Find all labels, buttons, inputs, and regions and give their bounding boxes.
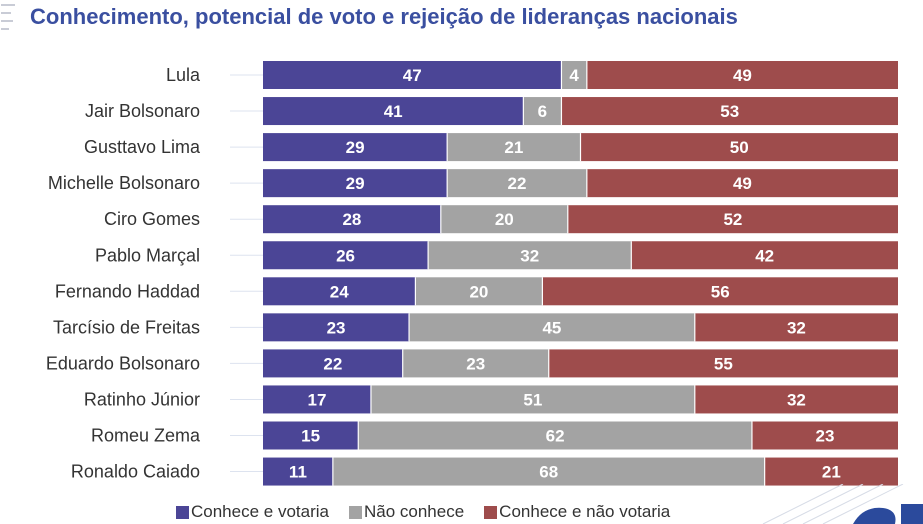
stacked-bar-chart: Lula 47 4 49 Jair Bolsonaro 41 6 53 Gusttavo Lim… — [46, 61, 898, 486]
data-label: 42 — [755, 246, 774, 265]
legend-swatch — [176, 505, 189, 519]
legend-item-conhece-votaria: Conhece e votaria — [176, 502, 329, 522]
category-label: Fernando Haddad — [55, 281, 200, 301]
data-label: 17 — [308, 390, 327, 409]
data-label: 28 — [342, 210, 361, 229]
bar-segment — [586, 61, 898, 89]
decorative-logo-fragment — [723, 484, 923, 524]
bar-segment — [580, 133, 898, 162]
bar-segment — [263, 349, 403, 378]
chart-legend: Conhece e votaria Não conhece Conhece e … — [176, 502, 670, 522]
data-label: 22 — [508, 174, 527, 193]
data-label: 21 — [822, 463, 841, 482]
bar-segment — [263, 205, 441, 234]
bar-segment — [402, 349, 549, 378]
bar-segment — [428, 241, 632, 270]
bar-segment — [561, 61, 587, 89]
bar-segment — [586, 169, 898, 198]
category-label: Romeu Zema — [91, 426, 201, 446]
category-label: Lula — [166, 65, 201, 85]
data-label: 32 — [787, 390, 806, 409]
data-label: 23 — [816, 427, 835, 446]
bar-segment — [370, 385, 695, 414]
bar-segment — [561, 97, 898, 126]
bar-segment — [263, 61, 562, 89]
data-label: 26 — [336, 246, 355, 265]
data-label: 11 — [289, 463, 307, 482]
bar-segment — [567, 205, 898, 234]
category-label: Tarcísio de Freitas — [53, 317, 200, 337]
bar-segment — [263, 133, 448, 162]
data-label: 32 — [520, 246, 539, 265]
data-label: 52 — [723, 210, 742, 229]
data-label: 51 — [523, 390, 542, 409]
bar-segment — [263, 277, 416, 306]
bar-segment — [263, 457, 333, 486]
category-label: Michelle Bolsonaro — [48, 173, 200, 193]
bar-segment — [447, 169, 587, 198]
data-label: 49 — [733, 66, 752, 85]
bar-segment — [263, 421, 359, 450]
bar-segment — [263, 241, 429, 270]
bar-segment — [694, 313, 898, 342]
data-label: 32 — [787, 318, 806, 337]
data-label: 45 — [542, 318, 561, 337]
legend-label: Não conhece — [363, 502, 465, 521]
bar-segment — [409, 313, 695, 342]
bar-segment — [263, 97, 524, 126]
bar-segment — [764, 457, 898, 486]
legend-item-conhece-nao-votaria: Conhece e não votaria — [484, 502, 670, 522]
category-label: Ronaldo Caiado — [71, 462, 200, 482]
data-label: 20 — [469, 282, 488, 301]
bar-segment — [358, 421, 752, 450]
data-label: 6 — [538, 102, 547, 121]
bar-segment — [447, 133, 581, 162]
data-label: 50 — [730, 138, 749, 157]
data-label: 15 — [301, 427, 320, 446]
data-label: 55 — [714, 354, 733, 373]
legend-swatch — [484, 505, 498, 519]
bar-segment — [694, 385, 898, 414]
legend-label: Conhece e não votaria — [499, 502, 671, 521]
bar-segment — [263, 169, 448, 198]
data-label: 56 — [711, 282, 730, 301]
bar-segment — [631, 241, 898, 270]
data-label: 4 — [569, 66, 579, 85]
data-label: 29 — [346, 174, 365, 193]
data-label: 23 — [466, 354, 485, 373]
bar-segment — [263, 385, 371, 414]
category-label: Pablo Marçal — [95, 245, 200, 265]
bar-segment — [523, 97, 562, 126]
data-label: 53 — [720, 102, 739, 121]
legend-label: Conhece e votaria — [191, 502, 329, 521]
data-label: 23 — [327, 318, 346, 337]
data-label: 47 — [403, 66, 422, 85]
data-label: 22 — [323, 354, 342, 373]
data-label: 62 — [546, 427, 565, 446]
data-label: 29 — [346, 138, 365, 157]
data-label: 21 — [504, 138, 523, 157]
legend-item-nao-conhece: Não conhece — [348, 502, 465, 522]
data-label: 49 — [733, 174, 752, 193]
category-label: Eduardo Bolsonaro — [46, 353, 200, 373]
category-label: Gusttavo Lima — [84, 137, 201, 157]
category-label: Jair Bolsonaro — [85, 101, 200, 121]
data-label: 20 — [495, 210, 514, 229]
bar-segment — [440, 205, 568, 234]
category-label: Ciro Gomes — [104, 209, 200, 229]
data-label: 68 — [539, 463, 558, 482]
data-label: 41 — [384, 102, 403, 121]
chart-title: Conhecimento, potencial de voto e rejeiç… — [30, 4, 738, 29]
data-label: 24 — [330, 282, 349, 301]
bar-segment — [751, 421, 898, 450]
bar-segment — [542, 277, 898, 306]
bar-segment — [263, 313, 410, 342]
legend-swatch — [348, 505, 362, 519]
bar-segment — [415, 277, 543, 306]
bar-segment — [548, 349, 898, 378]
bar-segment — [332, 457, 765, 486]
corner-watermark — [0, 0, 22, 34]
category-label: Ratinho Júnior — [84, 389, 200, 409]
